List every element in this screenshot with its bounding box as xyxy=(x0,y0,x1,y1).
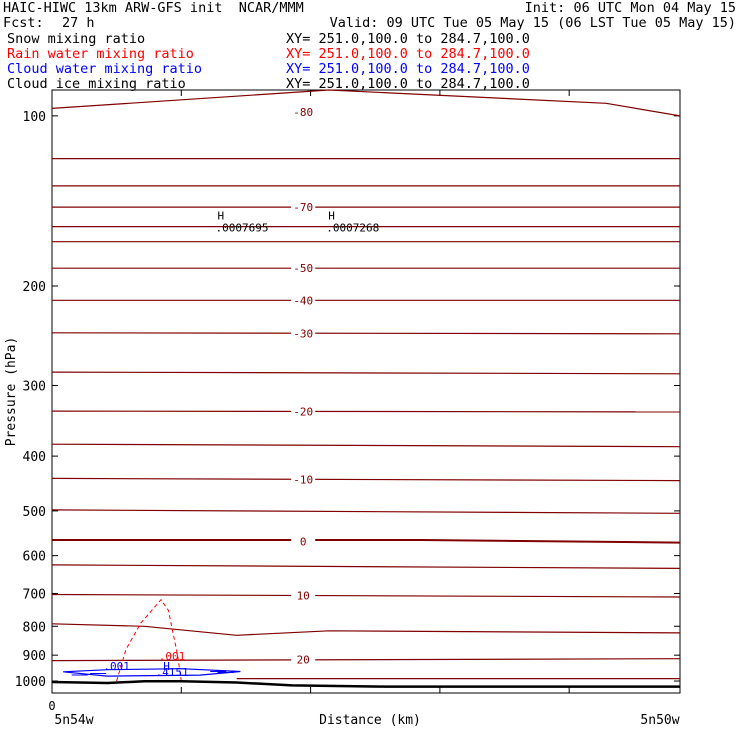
isotherm-label-bg xyxy=(291,327,316,340)
isotherm-label-bg xyxy=(291,106,316,119)
isotherm-label-bg xyxy=(291,589,316,602)
isotherm-label-bg xyxy=(291,294,316,307)
isotherm-label-bg xyxy=(291,405,316,418)
field-cloud-water-name: Cloud water mixing ratio xyxy=(7,61,203,77)
rain-contour-label: .001 xyxy=(159,650,186,663)
x-axis-title: Distance (km) xyxy=(319,713,421,728)
y-tick-label: 700 xyxy=(23,587,46,602)
isotherm-line xyxy=(51,89,681,117)
isotherm-label: 10 xyxy=(297,590,310,603)
field-rain-xy: XY= 251.0,100.0 to 284.7,100.0 xyxy=(286,46,530,62)
isotherm-label-bg xyxy=(291,201,316,214)
isotherm-line xyxy=(51,564,681,569)
y-tick-label: 600 xyxy=(23,550,46,565)
y-tick-label: 100 xyxy=(23,110,46,125)
x-zero-label: 0 xyxy=(48,699,55,713)
field-snow-xy: XY= 251.0,100.0 to 284.7,100.0 xyxy=(286,31,530,47)
field-cloud-water-xy: XY= 251.0,100.0 to 284.7,100.0 xyxy=(286,61,530,77)
forecast-hour: 27 h xyxy=(62,15,95,31)
init-time: Init: 06 UTC Mon 04 May 15 xyxy=(524,0,736,16)
isotherm-line xyxy=(51,509,681,514)
isotherm-label: -70 xyxy=(293,201,313,214)
upper-max-value: .0007268 xyxy=(326,221,379,234)
isotherm-label-bg xyxy=(291,653,316,666)
upper-max-marker: H xyxy=(217,209,224,222)
forecast-label: Fcst: xyxy=(3,15,44,31)
valid-time: Valid: 09 UTC Tue 05 May 15 (06 LST Tue … xyxy=(329,15,736,31)
y-tick-label: 900 xyxy=(23,649,46,664)
field-rain-name: Rain water mixing ratio xyxy=(7,46,194,62)
x-end-label: 5n50w xyxy=(640,713,679,728)
field-cloud-ice-xy: XY= 251.0,100.0 to 284.7,100.0 xyxy=(286,76,530,92)
field-snow-name: Snow mixing ratio xyxy=(7,31,146,47)
y-tick-label: 1000 xyxy=(15,675,46,690)
cloud-water-max-value: .4151 xyxy=(155,666,188,679)
y-tick-label: 500 xyxy=(23,505,46,520)
isotherm-label: -30 xyxy=(293,327,313,340)
isotherm-label: 20 xyxy=(297,654,310,667)
isotherm-line xyxy=(51,443,681,448)
isotherm-line xyxy=(51,477,681,482)
y-tick-label: 300 xyxy=(23,380,46,395)
isotherm-label: -80 xyxy=(293,106,313,119)
x-start-label: 5n54w xyxy=(54,713,93,728)
y-tick-label: 800 xyxy=(23,620,46,635)
isotherm-line xyxy=(51,371,681,375)
y-tick-label: 400 xyxy=(23,450,46,465)
isotherm-line xyxy=(52,539,681,544)
isotherm-line xyxy=(51,623,681,636)
isotherm-label-bg xyxy=(291,473,316,486)
isotherm-line xyxy=(51,658,681,662)
cloud-water-contour xyxy=(63,668,241,677)
isotherm-line xyxy=(51,332,681,335)
upper-max-value: .0007695 xyxy=(215,221,268,234)
terrain-line xyxy=(51,680,680,688)
isotherm-label: -40 xyxy=(293,294,313,307)
isotherm-line xyxy=(51,410,681,413)
rain-mixing-contour xyxy=(116,598,182,682)
y-axis-title: Pressure (hPa) xyxy=(4,337,19,447)
isotherm-label: -50 xyxy=(293,262,313,275)
isotherm-label: -10 xyxy=(293,474,313,487)
isotherm-label: -20 xyxy=(293,405,313,418)
isotherm-label-bg xyxy=(291,535,316,548)
isotherm-label: 0 xyxy=(300,535,307,548)
isotherm-line xyxy=(51,593,681,598)
cloud-water-label: .001 xyxy=(103,660,130,673)
field-cloud-ice-name: Cloud ice mixing ratio xyxy=(7,76,186,92)
upper-max-marker: H xyxy=(328,209,335,222)
plot-frame xyxy=(51,89,681,694)
cloud-water-max-marker: H xyxy=(163,660,170,673)
isotherm-label-bg xyxy=(291,262,316,275)
chart-title: HAIC-HIWC 13km ARW-GFS init NCAR/MMM xyxy=(3,0,304,16)
y-tick-label: 200 xyxy=(23,280,46,295)
